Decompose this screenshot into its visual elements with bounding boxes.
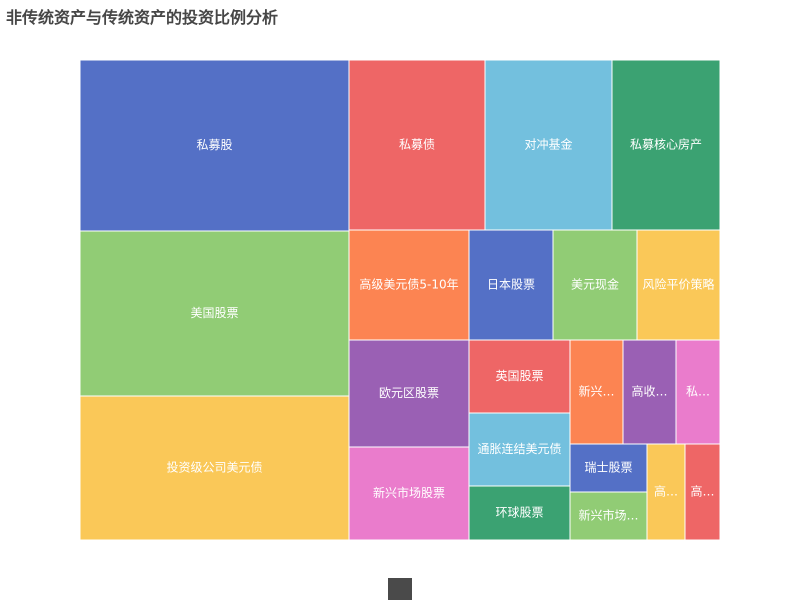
treemap-tile-label: 日本股票 <box>487 278 535 292</box>
treemap-tile-rect[interactable] <box>468 339 571 414</box>
treemap-tile[interactable]: 新兴市场… <box>569 491 648 541</box>
treemap-tile-label: 美国股票 <box>190 306 238 320</box>
treemap-tile[interactable]: 瑞士股票 <box>569 443 648 493</box>
treemap-tile-label: 新兴市场股票 <box>373 485 445 500</box>
treemap-tile[interactable]: 高级美元债5-10年 <box>348 229 470 341</box>
treemap-tile[interactable]: 新兴市场股票 <box>348 446 470 541</box>
treemap-tile[interactable]: 高收… <box>622 339 677 445</box>
treemap-tile-label: 欧元区股票 <box>379 386 439 400</box>
treemap-tile-rect[interactable] <box>675 339 721 445</box>
treemap-tile[interactable]: 投资级公司美元债 <box>79 395 350 541</box>
treemap-tile[interactable]: 风险平价策略 <box>636 229 721 341</box>
treemap-tile-label: 高收… <box>631 384 667 399</box>
treemap-tile-rect[interactable] <box>468 412 571 487</box>
treemap-tile-label: 私募核心房产 <box>630 137 702 152</box>
treemap-tile[interactable]: 私募债 <box>348 59 486 231</box>
treemap-tile-rect[interactable] <box>348 59 486 231</box>
treemap-tile-rect[interactable] <box>484 59 613 231</box>
treemap-tile[interactable]: 私募核心房产 <box>611 59 721 231</box>
treemap-tile-rect[interactable] <box>348 229 470 341</box>
treemap-tile-label: 新兴市场… <box>578 508 638 523</box>
treemap-tile-rect[interactable] <box>611 59 721 231</box>
treemap-tile-rect[interactable] <box>552 229 638 341</box>
treemap-tile-label: 私… <box>686 385 710 399</box>
treemap-tile-label: 私募股 <box>196 138 232 152</box>
treemap-tile-label: 高… <box>654 484 678 499</box>
treemap-tile-label: 瑞士股票 <box>584 461 632 475</box>
treemap-tile-label: 美元现金 <box>571 277 619 292</box>
treemap-tile-rect[interactable] <box>684 443 721 541</box>
treemap-tile-label: 通胀连结美元债 <box>477 441 561 456</box>
treemap-tile[interactable]: 对冲基金 <box>484 59 613 231</box>
treemap-tile-label: 高级美元债5-10年 <box>359 277 458 292</box>
treemap-tile-rect[interactable] <box>79 230 350 397</box>
chart-title: 非传统资产与传统资产的投资比例分析 <box>6 8 279 27</box>
treemap-tile-label: 高… <box>690 484 714 499</box>
treemap-tile-rect[interactable] <box>468 229 554 341</box>
treemap-tile-rect[interactable] <box>468 485 571 541</box>
treemap-tile-label: 英国股票 <box>495 369 543 383</box>
treemap-tile-label: 新兴… <box>578 384 614 399</box>
treemap-tile[interactable]: 私… <box>675 339 721 445</box>
treemap-tile[interactable]: 日本股票 <box>468 229 554 341</box>
treemap-tile[interactable]: 美国股票 <box>79 230 350 397</box>
treemap-tile[interactable]: 通胀连结美元债 <box>468 412 571 487</box>
treemap-tile[interactable]: 新兴… <box>569 339 624 445</box>
treemap-tile-rect[interactable] <box>348 446 470 541</box>
treemap-tile[interactable]: 英国股票 <box>468 339 571 414</box>
treemap-tile-rect[interactable] <box>569 443 648 493</box>
treemap-tile-rect[interactable] <box>348 339 470 448</box>
treemap-tile[interactable]: 环球股票 <box>468 485 571 541</box>
treemap-tile-label: 环球股票 <box>495 506 543 520</box>
treemap-tile[interactable]: 欧元区股票 <box>348 339 470 448</box>
breadcrumb-home[interactable] <box>388 578 412 600</box>
treemap-tile[interactable]: 高… <box>684 443 721 541</box>
treemap-tile-label: 对冲基金 <box>524 137 572 152</box>
treemap-tile-label: 风险平价策略 <box>642 277 714 292</box>
treemap-tile-label: 私募债 <box>399 138 435 152</box>
treemap-tile[interactable]: 高… <box>646 443 686 541</box>
treemap-tile[interactable]: 私募股 <box>79 59 350 232</box>
treemap-tile-label: 投资级公司美元债 <box>166 460 262 475</box>
treemap-tile[interactable]: 美元现金 <box>552 229 638 341</box>
